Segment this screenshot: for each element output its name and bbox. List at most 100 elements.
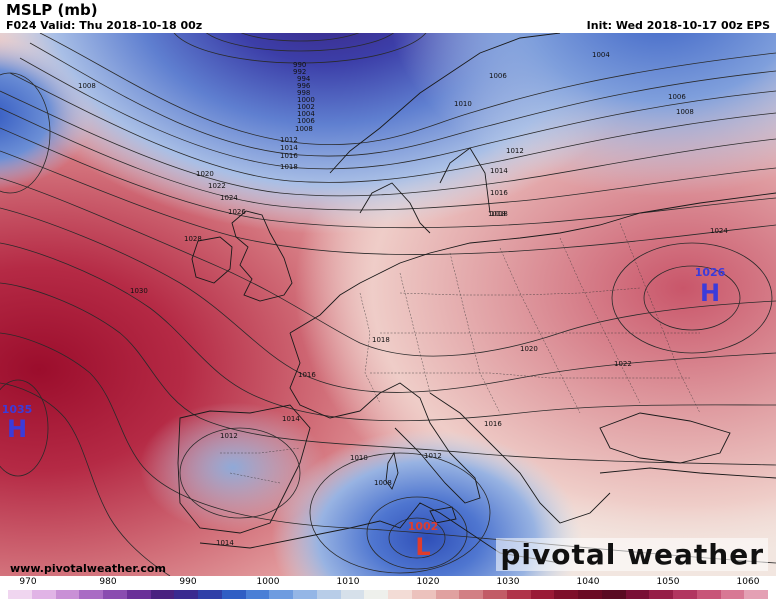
- colorbar-tick-label: 980: [99, 577, 117, 587]
- isobar-label: 994: [297, 75, 311, 83]
- colorbar-swatch: [79, 590, 103, 599]
- site-url: www.pivotalweather.com: [10, 562, 166, 575]
- border: [619, 222, 701, 414]
- colorbar-tick-label: 1000: [256, 577, 280, 587]
- colorbar-tick-label: 990: [179, 577, 197, 587]
- colorbar-tick-label: 1020: [416, 577, 440, 587]
- isobar-labels: 9909929949969981000100210041006100810081…: [78, 51, 728, 547]
- colorbar-swatch: [150, 590, 175, 599]
- center-east-high: 1026 H: [695, 266, 726, 307]
- isobar: [0, 379, 49, 477]
- colorbar-swatch: [8, 590, 32, 599]
- isobar-label: 1008: [676, 108, 694, 116]
- isobar-label: 1018: [372, 336, 390, 344]
- isobar: [9, 72, 776, 183]
- isobar: [0, 90, 776, 197]
- colorbar-swatch: [174, 590, 198, 599]
- border: [559, 237, 641, 404]
- isobar: [0, 177, 776, 357]
- isobar-label: 996: [297, 82, 311, 90]
- colorbar-swatch: [364, 590, 388, 599]
- border: [370, 372, 690, 379]
- colorbar-swatch: [221, 590, 246, 599]
- border: [449, 252, 501, 414]
- isobar-label: 1010: [454, 100, 472, 108]
- center-letter: L: [415, 533, 430, 561]
- colorbar-swatch: [55, 590, 80, 599]
- colorbar-swatch: [625, 590, 650, 599]
- isobar: [39, 33, 776, 146]
- coastline-italy: [359, 382, 481, 504]
- colorbar-tick-label: 1050: [656, 577, 680, 587]
- isobar-label: 1026: [228, 208, 246, 216]
- isobar-label: 1014: [490, 167, 508, 175]
- colorbar-swatch: [316, 590, 341, 599]
- coastline-balkans: [429, 392, 611, 524]
- coastline-sicily: [429, 506, 457, 524]
- colorbar-swatch: [483, 590, 507, 599]
- coastline-turkey: [599, 467, 776, 479]
- colorbar-swatch: [720, 590, 745, 599]
- center-west-high: 1035 H: [2, 403, 33, 443]
- colorbar-swatch: [696, 590, 721, 599]
- isobars: [0, 33, 776, 576]
- coastlines: [177, 33, 776, 564]
- colorbar-tick-label: 1060: [736, 577, 760, 587]
- isobar-label: 1006: [489, 72, 507, 80]
- colorbar-swatch: [388, 590, 412, 599]
- isobar-label: 1018: [280, 163, 298, 171]
- isobar: [173, 33, 427, 64]
- isobar-label: 1006: [297, 117, 315, 125]
- colorbar-swatch: [126, 590, 151, 599]
- colorbar-swatch: [245, 590, 270, 599]
- isobar-label: 1022: [614, 360, 632, 368]
- colorbar-swatch: [269, 590, 293, 599]
- center-value: 1002: [408, 520, 439, 533]
- colorbar-swatch: [601, 590, 626, 599]
- isobar: [366, 496, 468, 570]
- isobar-label: 1016: [280, 152, 298, 160]
- map-svg: 9909929949969981000100210041006100810081…: [0, 33, 776, 576]
- isobar-label: 1030: [130, 287, 148, 295]
- borders: [220, 222, 701, 484]
- isobar-label: 1014: [216, 539, 234, 547]
- colorbar-tick-label: 970: [19, 577, 37, 587]
- colorbar-tick-label: 1040: [576, 577, 600, 587]
- border: [229, 472, 281, 484]
- brand-logo: pivotal weather: [496, 538, 768, 571]
- colorbar-swatch: [103, 590, 127, 599]
- isobar-label: 1004: [297, 110, 315, 118]
- colorbar-swatch: [673, 590, 697, 599]
- center-value: 1026: [695, 266, 726, 279]
- border: [399, 272, 431, 394]
- coastline-france: [289, 332, 361, 419]
- center-letter: H: [700, 279, 720, 307]
- colorbar-swatch: [411, 590, 436, 599]
- coastline-blacksea: [599, 412, 731, 464]
- colorbar-swatch: [506, 590, 531, 599]
- isobar-label: 1016: [490, 189, 508, 197]
- map-title: MSLP (mb): [6, 1, 98, 19]
- isobar-label: 1012: [220, 432, 238, 440]
- center-value: 1035: [2, 403, 33, 416]
- isobar-label: 1008: [374, 479, 392, 487]
- isobar-label: 1016: [484, 420, 502, 428]
- isobar: [205, 33, 395, 52]
- coastline-ireland: [191, 236, 233, 284]
- isobar: [0, 242, 776, 422]
- coastline-continent: [289, 192, 776, 334]
- isobar-label: 1000: [297, 96, 315, 104]
- isobar: [0, 282, 776, 466]
- border: [359, 292, 381, 404]
- isobar: [0, 107, 776, 211]
- colorbar-swatches: [8, 590, 768, 599]
- isobar-label: 1012: [280, 136, 298, 144]
- isobar: [240, 33, 360, 42]
- colorbar-swatch: [293, 590, 317, 599]
- colorbar-swatch: [554, 590, 578, 599]
- isobar-label: 1012: [424, 452, 442, 460]
- init-time: Init: Wed 2018-10-17 00z EPS: [586, 19, 770, 32]
- isobar-label: 1024: [710, 227, 728, 235]
- colorbar-swatch: [530, 590, 555, 599]
- isobar: [388, 517, 446, 559]
